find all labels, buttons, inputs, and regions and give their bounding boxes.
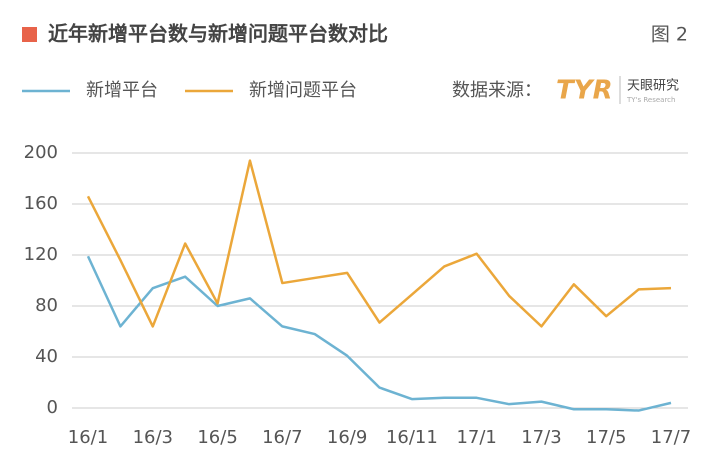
- x-tick-label: 16/7: [262, 427, 302, 448]
- logo-tagline: TY's Research: [626, 96, 675, 104]
- x-tick-label: 16/9: [327, 427, 367, 448]
- logo-name: 天眼研究: [627, 79, 679, 94]
- y-tick-label: 200: [24, 142, 58, 163]
- x-tick-label: 16/5: [197, 427, 237, 448]
- x-tick-label: 17/7: [651, 427, 691, 448]
- y-tick-label: 160: [24, 193, 58, 214]
- logo-mark: TYR: [556, 76, 613, 106]
- series-line: [86, 255, 672, 412]
- x-tick-label: 17/1: [456, 427, 496, 448]
- y-tick-label: 80: [35, 295, 58, 316]
- legend-label: 新增问题平台: [249, 80, 357, 101]
- title-marker: [22, 27, 37, 42]
- x-tick-label: 16/1: [68, 427, 108, 448]
- y-tick-label: 0: [47, 397, 58, 418]
- source-label: 数据来源：: [452, 80, 542, 101]
- x-tick-label: 16/3: [133, 427, 173, 448]
- figure-label: 图 2: [651, 24, 688, 46]
- x-tick-label: 16/11: [386, 427, 438, 448]
- x-tick-label: 17/3: [521, 427, 561, 448]
- legend-label: 新增平台: [86, 80, 158, 101]
- series-line: [86, 159, 672, 328]
- y-tick-label: 120: [24, 244, 58, 265]
- x-tick-label: 17/5: [586, 427, 626, 448]
- y-tick-label: 40: [35, 346, 58, 367]
- chart-title: 近年新增平台数与新增问题平台数对比: [48, 22, 388, 46]
